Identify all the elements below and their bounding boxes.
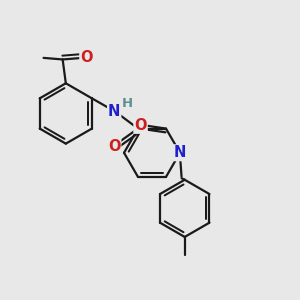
Text: O: O xyxy=(134,118,147,133)
Text: H: H xyxy=(122,97,133,110)
Text: N: N xyxy=(108,103,120,118)
Text: O: O xyxy=(80,50,93,65)
Text: O: O xyxy=(108,139,120,154)
Text: N: N xyxy=(174,145,186,160)
